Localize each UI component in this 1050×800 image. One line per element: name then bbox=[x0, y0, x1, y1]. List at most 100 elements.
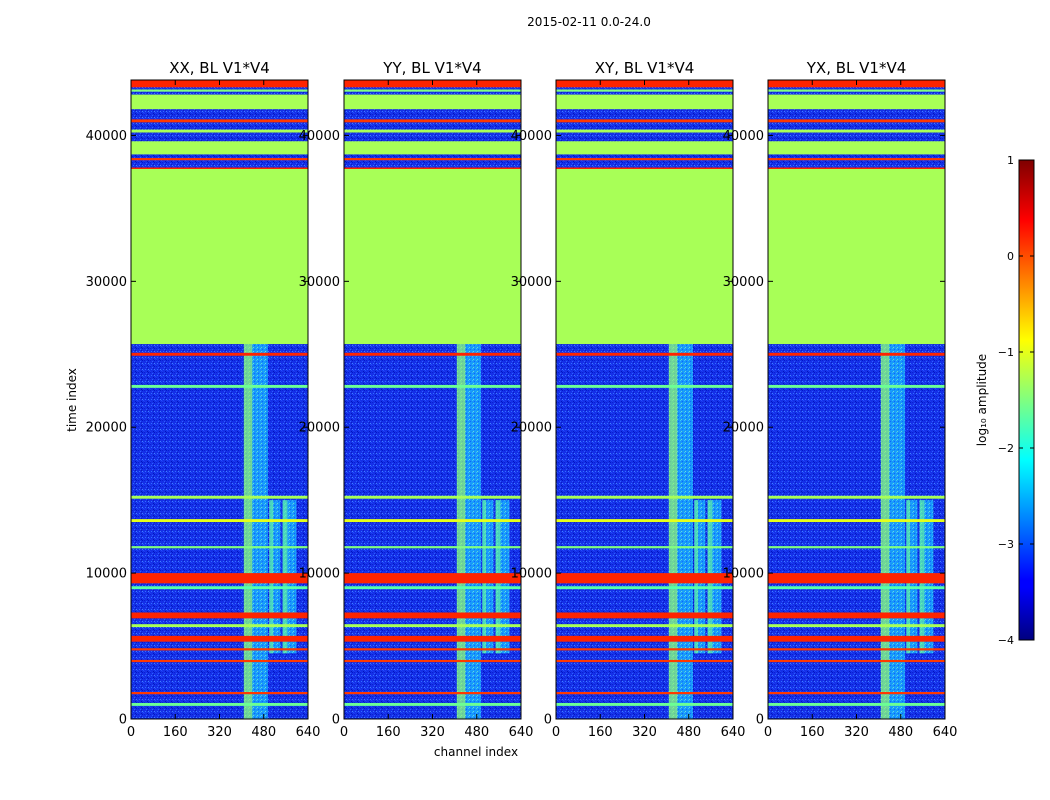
panel-title: YY, BL V1*V4 bbox=[382, 59, 481, 77]
colorbar-tick-label: −4 bbox=[998, 634, 1014, 647]
x-tick-label: 480 bbox=[251, 725, 276, 740]
time-band bbox=[556, 659, 733, 663]
rfi-core bbox=[243, 344, 253, 719]
y-tick-label: 10000 bbox=[299, 567, 340, 582]
x-tick-label: 640 bbox=[509, 725, 534, 740]
y-tick-label: 0 bbox=[756, 713, 764, 728]
time-band bbox=[768, 129, 945, 133]
time-band bbox=[556, 586, 733, 590]
time-band bbox=[556, 648, 733, 651]
time-band bbox=[768, 648, 945, 651]
colorbar-tick-label: −3 bbox=[998, 538, 1014, 551]
x-tick-label: 160 bbox=[800, 725, 825, 740]
y-tick-label: 30000 bbox=[511, 275, 552, 290]
time-band bbox=[131, 586, 308, 590]
time-band bbox=[344, 167, 521, 171]
time-band bbox=[556, 119, 733, 123]
y-tick-label: 30000 bbox=[86, 275, 127, 290]
colorbar-gradient bbox=[1018, 159, 1035, 641]
heatmap-area bbox=[344, 80, 521, 719]
flagged-block bbox=[344, 168, 521, 345]
y-tick-label: 10000 bbox=[86, 567, 127, 582]
x-tick-label: 0 bbox=[340, 725, 348, 740]
time-band bbox=[131, 624, 308, 628]
time-band bbox=[556, 158, 733, 161]
time-band bbox=[768, 702, 945, 706]
figure-title: 2015-02-11 0.0-24.0 bbox=[527, 15, 651, 29]
time-band bbox=[768, 612, 945, 619]
x-tick-label: 0 bbox=[127, 725, 135, 740]
time-band bbox=[344, 692, 521, 695]
time-band bbox=[556, 129, 733, 133]
x-tick-label: 640 bbox=[933, 725, 958, 740]
y-tick-label: 0 bbox=[332, 713, 340, 728]
time-band bbox=[768, 692, 945, 695]
flagged-block bbox=[344, 141, 521, 155]
time-band bbox=[344, 158, 521, 161]
y-tick-label: 30000 bbox=[299, 275, 340, 290]
y-tick-label: 20000 bbox=[86, 421, 127, 436]
time-band bbox=[344, 648, 521, 651]
flagged-block bbox=[768, 94, 945, 110]
x-axis-label: channel index bbox=[434, 745, 518, 759]
time-band bbox=[556, 635, 733, 642]
heatmap-area bbox=[768, 80, 945, 719]
time-band bbox=[131, 384, 308, 388]
time-band bbox=[344, 129, 521, 133]
time-band bbox=[344, 495, 521, 499]
time-band bbox=[131, 129, 308, 133]
y-tick-label: 40000 bbox=[86, 129, 127, 144]
time-band bbox=[556, 624, 733, 628]
flagged-block bbox=[556, 94, 733, 110]
time-band bbox=[556, 384, 733, 388]
time-band bbox=[344, 519, 521, 523]
time-band bbox=[556, 612, 733, 619]
time-band bbox=[768, 352, 945, 356]
x-tick-label: 320 bbox=[844, 725, 869, 740]
rfi-core bbox=[880, 344, 890, 719]
flagged-block bbox=[768, 141, 945, 155]
time-band bbox=[344, 702, 521, 706]
time-band bbox=[131, 702, 308, 706]
colorbar-tick-label: 1 bbox=[1007, 154, 1014, 167]
time-band bbox=[768, 167, 945, 171]
time-band bbox=[344, 546, 521, 549]
time-band bbox=[344, 612, 521, 619]
time-band bbox=[344, 119, 521, 123]
flagged-block bbox=[131, 141, 308, 155]
y-tick-label: 10000 bbox=[723, 567, 764, 582]
x-tick-label: 160 bbox=[163, 725, 188, 740]
time-band bbox=[768, 586, 945, 590]
panel-yx: YX, BL V1*V4 0 160 320 480 640 0 10000 20000 3000… bbox=[723, 59, 958, 740]
time-band bbox=[556, 573, 733, 584]
x-tick-label: 0 bbox=[552, 725, 560, 740]
time-band bbox=[344, 573, 521, 584]
y-tick-label: 20000 bbox=[511, 421, 552, 436]
x-tick-label: 320 bbox=[632, 725, 657, 740]
y-tick-label: 20000 bbox=[723, 421, 764, 436]
x-tick-label: 640 bbox=[721, 725, 746, 740]
time-band bbox=[768, 546, 945, 549]
panel-xy: XY, BL V1*V4 0 160 320 480 640 0 10000 20000 3000… bbox=[511, 59, 746, 740]
time-band bbox=[556, 89, 733, 92]
x-tick-label: 320 bbox=[207, 725, 232, 740]
rfi-core bbox=[668, 344, 678, 719]
time-band bbox=[131, 635, 308, 642]
time-band bbox=[768, 624, 945, 628]
x-tick-label: 320 bbox=[420, 725, 445, 740]
y-tick-label: 20000 bbox=[299, 421, 340, 436]
x-tick-label: 480 bbox=[464, 725, 489, 740]
time-band bbox=[131, 495, 308, 499]
time-band bbox=[344, 89, 521, 92]
time-band bbox=[131, 612, 308, 619]
colorbar: log₁₀ amplitude 1 0 −1 −2 −3 −4 bbox=[975, 154, 1035, 647]
time-band bbox=[344, 384, 521, 388]
time-band bbox=[768, 635, 945, 642]
time-band bbox=[556, 519, 733, 523]
time-band bbox=[131, 119, 308, 123]
time-band bbox=[131, 692, 308, 695]
colorbar-tick-label: 0 bbox=[1007, 250, 1014, 263]
time-band bbox=[768, 519, 945, 523]
time-band bbox=[556, 495, 733, 499]
